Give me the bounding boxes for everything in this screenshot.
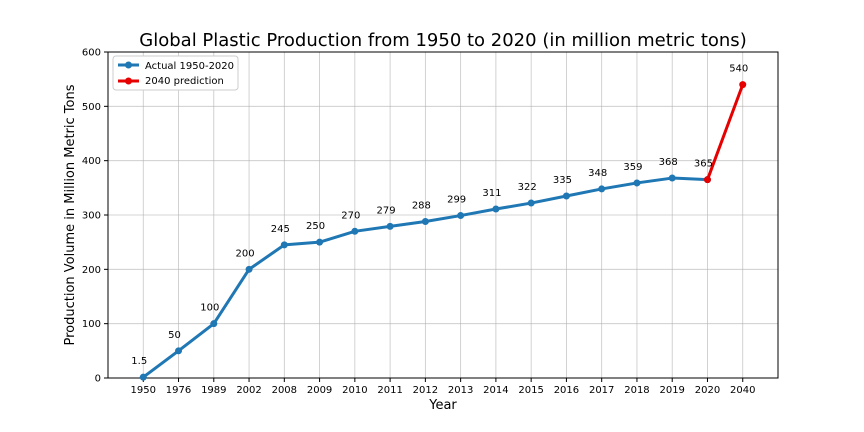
- data-label: 245: [271, 224, 290, 235]
- x-tick-label: 2014: [483, 385, 508, 396]
- data-point: [633, 179, 641, 187]
- y-tick-label: 400: [82, 156, 101, 167]
- y-tick-label: 200: [82, 265, 101, 276]
- data-label: 50: [168, 330, 181, 341]
- data-label: 100: [200, 303, 219, 314]
- data-label: 365: [694, 159, 713, 170]
- data-label: 288: [412, 201, 431, 212]
- data-point: [175, 347, 183, 355]
- x-tick-label: 2019: [659, 385, 684, 396]
- data-point: [316, 238, 324, 246]
- data-label: 322: [518, 182, 537, 193]
- data-point: [421, 218, 429, 226]
- x-tick-label: 2008: [272, 385, 297, 396]
- data-point: [598, 185, 606, 193]
- data-label: 311: [482, 188, 501, 199]
- data-point: [139, 373, 147, 381]
- data-point: [245, 265, 253, 273]
- legend: Actual 1950-2020 2040 prediction: [112, 55, 239, 91]
- data-label: 540: [729, 64, 748, 75]
- data-point: [562, 192, 570, 200]
- data-point: [457, 212, 465, 220]
- data-label: 335: [553, 175, 572, 186]
- x-tick-label: 2018: [624, 385, 649, 396]
- chart-title: Global Plastic Production from 1950 to 2…: [139, 30, 746, 51]
- data-label: 348: [588, 168, 607, 179]
- data-point: [351, 227, 359, 235]
- legend-label-actual: Actual 1950-2020: [145, 61, 234, 72]
- legend-box: [112, 55, 239, 91]
- data-label: 299: [447, 195, 466, 206]
- data-point: [739, 81, 747, 89]
- data-point: [280, 241, 288, 249]
- x-tick-label: 2020: [695, 385, 720, 396]
- x-tick-label: 1989: [201, 385, 226, 396]
- x-tick-label: 1976: [166, 385, 191, 396]
- x-tick-label: 2017: [589, 385, 614, 396]
- data-point: [668, 174, 676, 182]
- legend-marker-prediction: [125, 77, 132, 85]
- data-point: [492, 205, 500, 213]
- x-tick-label: 2011: [377, 385, 402, 396]
- x-tick-label: 2009: [307, 385, 332, 396]
- data-label: 279: [377, 205, 396, 216]
- x-tick-label: 2016: [554, 385, 579, 396]
- data-point: [210, 320, 218, 328]
- data-labels: 1.5 50 100 200 245 250 270 279 288 299 311 322 335 34…: [131, 64, 748, 368]
- data-label: 359: [623, 162, 642, 173]
- data-point: [703, 176, 711, 184]
- y-tick-label: 600: [82, 48, 101, 59]
- data-label: 250: [306, 221, 325, 232]
- y-tick-label: 100: [82, 319, 101, 330]
- data-label: 1.5: [131, 356, 147, 367]
- y-tick-label: 500: [82, 102, 101, 113]
- y-tick-label: 300: [82, 211, 101, 222]
- series-line-1: [705, 83, 745, 182]
- y-axis-label: Production Volume in Million Metric Tons: [63, 84, 78, 345]
- data-label: 270: [341, 210, 360, 221]
- data-label: 368: [659, 157, 678, 168]
- x-axis-label: Year: [428, 398, 457, 413]
- data-label: 200: [236, 248, 255, 259]
- series-lines: [139, 81, 747, 381]
- x-tick-label: 2015: [518, 385, 543, 396]
- x-tick-label: 2010: [342, 385, 367, 396]
- y-tick-label: 0: [95, 374, 101, 385]
- axes: 1950 1976 1989 2002 2008 2009 2010 2011 2012 2013…: [82, 48, 756, 397]
- x-tick-label: 2013: [448, 385, 473, 396]
- legend-marker-actual: [125, 61, 132, 69]
- x-tick-label: 2002: [236, 385, 261, 396]
- x-tick-label: 2040: [730, 385, 755, 396]
- data-point: [386, 222, 394, 230]
- legend-label-prediction: 2040 prediction: [145, 76, 224, 87]
- data-point: [527, 199, 535, 207]
- x-tick-label: 2012: [413, 385, 438, 396]
- x-tick-label: 1950: [131, 385, 156, 396]
